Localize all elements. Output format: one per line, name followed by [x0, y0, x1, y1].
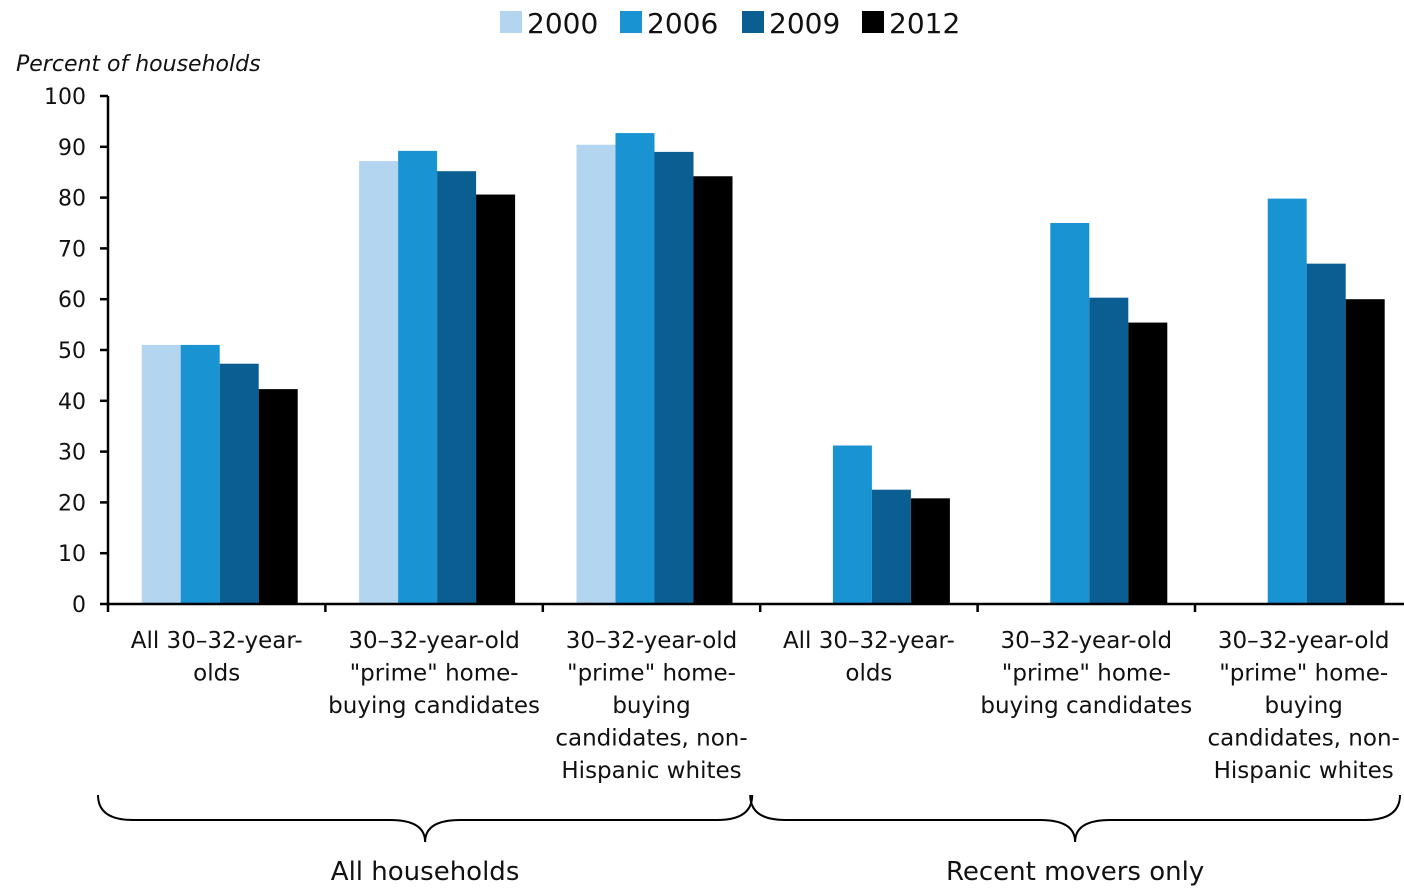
y-tick-label-80: 80	[58, 187, 86, 212]
x-category-label-6: 30–32-year-old "prime" home-buying candida…	[1208, 628, 1400, 784]
bar-2009-cat1	[219, 363, 259, 604]
y-ticks: 0 10 20 30 40 50 60 70 80 90 100	[44, 85, 108, 618]
y-tick-label-60: 60	[58, 288, 86, 313]
bar-2012-cat4	[910, 498, 950, 604]
legend-swatch-2009	[742, 11, 764, 33]
bar-2006-cat1	[180, 344, 220, 604]
y-tick-label-100: 100	[44, 85, 86, 110]
legend-swatch-2006	[620, 11, 642, 33]
axes	[106, 96, 1404, 612]
x-category-label-5: 30–32-year-old "prime" home-buying candid…	[980, 628, 1192, 719]
legend-label-2006: 2006	[647, 7, 718, 40]
y-tick-label-90: 90	[58, 136, 86, 161]
y-axis-label: Percent of households	[16, 52, 261, 77]
bar-2009-cat2	[437, 171, 477, 604]
y-tick-label-70: 70	[58, 237, 86, 262]
x-category-label-2: 30–32-year-old "prime" home-buying candid…	[328, 628, 540, 719]
bar-2006-cat2	[398, 150, 438, 604]
y-tick-label-40: 40	[58, 390, 86, 415]
bar-2006-cat5	[1050, 223, 1090, 604]
group-bracket-2	[749, 794, 1401, 843]
bar-2012-cat5	[1128, 322, 1168, 604]
y-tick-label-30: 30	[58, 441, 86, 466]
legend-swatch-2000	[500, 11, 522, 33]
bar-2000-cat3	[576, 144, 616, 604]
x-category-label-1: All 30–32-year-olds	[131, 628, 303, 687]
bar-2009-cat6	[1306, 263, 1346, 604]
legend-label-2000: 2000	[527, 7, 598, 40]
bar-2009-cat3	[654, 151, 694, 604]
bar-2012-cat6	[1345, 299, 1385, 604]
bar-2009-cat4	[871, 489, 911, 604]
bar-2006-cat4	[832, 445, 872, 604]
y-tick-label-0: 0	[72, 593, 86, 618]
x-category-label-4: All 30–32-year-olds	[783, 628, 955, 687]
bar-2006-cat6	[1267, 198, 1307, 604]
bar-2000-cat2	[359, 161, 399, 605]
legend: 2000 2006 2009 2012	[500, 7, 960, 40]
bar-2000-cat1	[141, 344, 181, 604]
group-label-2: Recent movers only	[946, 857, 1204, 887]
legend-swatch-2012	[862, 11, 884, 33]
legend-label-2009: 2009	[769, 7, 840, 40]
group-bracket-1	[97, 794, 754, 843]
legend-label-2012: 2012	[889, 7, 960, 40]
group-brackets: All households Recent movers only	[97, 794, 1401, 887]
bar-2012-cat2	[476, 194, 516, 604]
bar-2006-cat3	[615, 133, 655, 605]
bar-2012-cat3	[693, 176, 733, 605]
y-tick-label-50: 50	[58, 339, 86, 364]
group-label-1: All households	[331, 857, 520, 887]
y-tick-label-10: 10	[58, 542, 86, 567]
y-tick-label-20: 20	[58, 491, 86, 516]
bar-2009-cat5	[1089, 297, 1129, 604]
x-category-label-3: 30–32-year-old "prime" home-buying candida…	[555, 628, 747, 784]
x-category-labels: All 30–32-year-olds 30–32-year-old "prime"…	[131, 628, 1400, 784]
bars	[141, 133, 1385, 605]
bar-2012-cat1	[258, 389, 298, 604]
